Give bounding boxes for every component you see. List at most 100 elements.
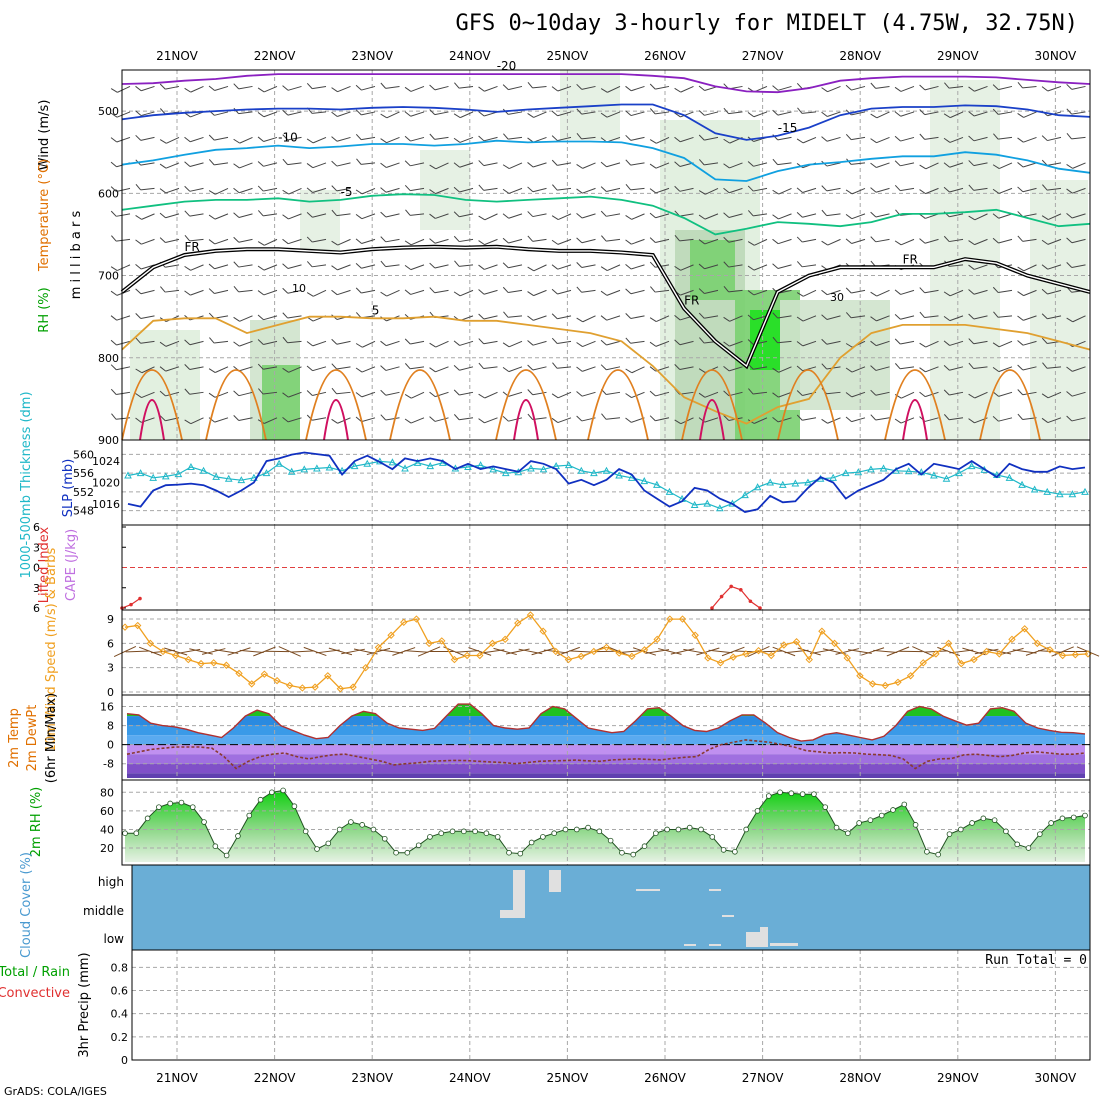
barb-shaft — [410, 111, 425, 117]
bottom-date-label: 30NOV — [1035, 1071, 1077, 1085]
barb-flag — [870, 365, 877, 371]
barb-flag — [845, 392, 853, 398]
wind-speed-point — [805, 655, 813, 664]
barb-flag — [1066, 133, 1072, 140]
barb-shaft — [1047, 136, 1062, 142]
wind-barb — [968, 213, 988, 221]
li-tick-label: 6 — [33, 602, 40, 615]
barb-flag — [845, 238, 852, 244]
barb-shaft — [214, 85, 229, 92]
barb-flag — [184, 87, 191, 93]
barb-shaft — [484, 213, 498, 221]
barb-shaft — [189, 391, 204, 395]
wind-tick-label: 0 — [107, 686, 114, 699]
barb-shaft — [704, 136, 719, 141]
wind-speed-point — [209, 659, 218, 667]
wind-barb — [919, 391, 939, 398]
warm-contour — [389, 369, 451, 441]
barb-flag — [576, 342, 583, 347]
barb-shaft — [392, 647, 416, 656]
rh-line — [125, 789, 1086, 857]
barb-flag — [625, 393, 632, 398]
barb-shaft — [753, 289, 768, 296]
lifted-index-line — [711, 585, 761, 609]
wind-barb — [135, 391, 155, 399]
wind-barb — [894, 314, 915, 320]
barb-flag — [992, 108, 999, 115]
barb-shaft — [900, 417, 915, 424]
barb-shaft — [606, 289, 621, 296]
barb-shaft — [708, 649, 733, 654]
barb-flag — [894, 338, 901, 345]
wind-speed-point — [564, 655, 573, 664]
wind-barb — [992, 340, 1013, 348]
barb-shaft — [704, 111, 719, 116]
barb-flag — [355, 392, 363, 398]
rh-point — [269, 789, 275, 796]
barb-flag — [282, 287, 289, 294]
wind-barb — [796, 315, 817, 322]
barb-flag — [331, 111, 338, 117]
rh-point — [924, 848, 930, 855]
rh-point — [449, 828, 456, 835]
barb-flag — [355, 214, 363, 220]
wind-speed-point — [691, 631, 699, 639]
barb-flag — [135, 368, 143, 374]
cloud-cell — [709, 944, 721, 946]
wind-barb — [894, 135, 915, 142]
thickness-point — [413, 458, 422, 466]
thickness-point — [615, 471, 623, 479]
barb-shaft — [655, 417, 670, 422]
barb-flag — [429, 287, 436, 294]
barb-flag — [380, 260, 386, 267]
wind-speed-point — [146, 639, 155, 648]
wind-barb — [502, 162, 523, 170]
wind-speed-point — [894, 678, 902, 686]
barb-shaft — [704, 417, 719, 423]
wind-barb — [306, 340, 327, 347]
wind-barb — [968, 313, 988, 320]
wind-barb — [331, 387, 351, 395]
barb-flag — [184, 388, 191, 395]
barb-shaft — [728, 264, 743, 268]
barb-flag — [110, 112, 118, 118]
barb-flag — [600, 315, 607, 321]
barb-shaft — [508, 417, 523, 422]
rh-point — [856, 820, 862, 826]
rh-contour-label: 10 — [292, 282, 306, 295]
rh-point — [607, 837, 614, 844]
barb-flag — [919, 213, 926, 219]
barb-flag — [404, 160, 411, 167]
barb-flag — [723, 163, 730, 169]
wind-barb — [759, 650, 784, 653]
thickness-point — [577, 466, 586, 474]
barb-shaft — [998, 238, 1013, 244]
barb-shaft — [417, 646, 441, 657]
barb-flag — [380, 113, 388, 119]
barb-shaft — [140, 136, 155, 141]
rh-point — [845, 830, 851, 836]
wind-barb — [184, 339, 204, 346]
barb-flag — [723, 261, 730, 268]
barb-flag — [306, 82, 313, 89]
barb-flag — [502, 366, 510, 373]
wind-barb — [723, 212, 743, 218]
barb-shaft — [328, 647, 353, 656]
barb-flag — [796, 414, 803, 421]
rh-point — [991, 817, 998, 823]
thickness-point — [829, 473, 838, 481]
thickness-point — [930, 471, 938, 479]
barb-flag — [747, 265, 755, 271]
wind-barb — [429, 187, 449, 195]
barb-shaft — [116, 315, 131, 321]
wind-barb — [649, 108, 670, 115]
barb-shaft — [459, 264, 474, 267]
barb-flag — [355, 263, 362, 269]
barb-flag — [355, 189, 363, 195]
barb-flag — [919, 109, 926, 115]
barb-flag — [527, 266, 535, 272]
barb-shaft — [531, 647, 555, 656]
wind-barb — [453, 414, 474, 421]
barb-flag — [110, 339, 117, 346]
